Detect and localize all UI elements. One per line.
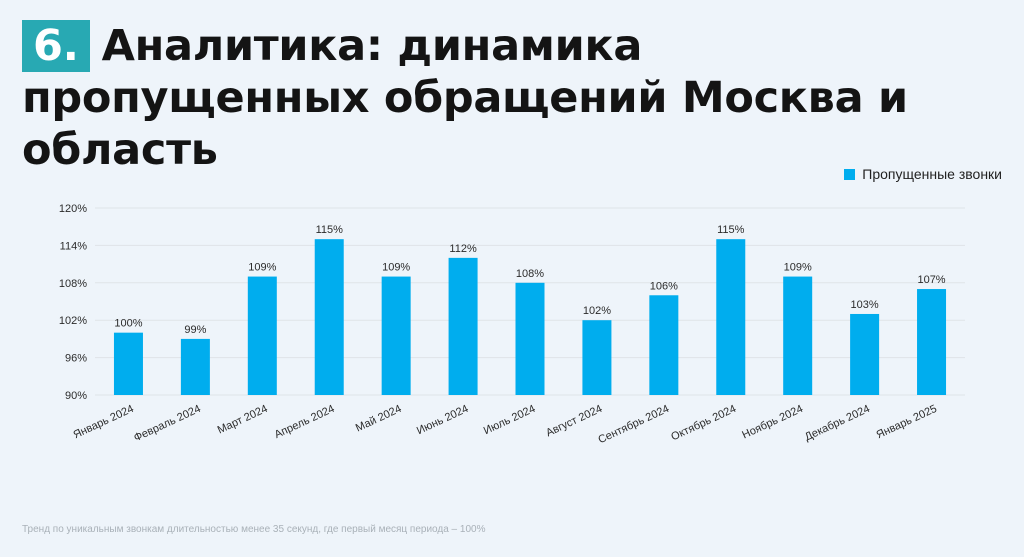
bar: [515, 282, 545, 395]
data-label: 107%: [917, 274, 945, 286]
y-tick-label: 108%: [59, 278, 87, 290]
x-tick-label: Август 2024: [544, 403, 604, 440]
x-tick-label: Июль 2024: [482, 403, 537, 437]
title-text: Аналитика: динамика пропущенных обращени…: [22, 21, 908, 175]
x-tick-label: Ноябрь 2024: [740, 403, 805, 442]
x-tick-label: Декабрь 2024: [803, 403, 872, 444]
bar: [716, 239, 746, 395]
chart-legend: Пропущенные звонки: [844, 166, 1002, 182]
x-tick-label: Апрель 2024: [273, 403, 337, 441]
data-label: 115%: [316, 224, 344, 236]
bar: [850, 313, 880, 395]
x-tick-label: Октябрь 2024: [669, 403, 738, 444]
x-tick-label: Май 2024: [354, 403, 404, 435]
footnote: Тренд по уникальным звонкам длительность…: [22, 524, 486, 535]
data-label: 109%: [382, 262, 410, 274]
bar: [783, 276, 813, 395]
data-label: 106%: [650, 280, 678, 292]
data-label: 109%: [784, 262, 812, 274]
y-tick-label: 96%: [65, 353, 87, 365]
data-label: 99%: [184, 324, 206, 336]
x-tick-label: Июнь 2024: [415, 403, 470, 437]
bar: [448, 257, 478, 395]
bar: [381, 276, 411, 395]
data-label: 108%: [516, 268, 544, 280]
data-label: 100%: [114, 318, 142, 330]
legend-label: Пропущенные звонки: [862, 166, 1002, 182]
title-block: 6. Аналитика: динамика пропущенных обраще…: [22, 20, 1002, 176]
y-tick-label: 114%: [60, 240, 88, 252]
data-label: 109%: [248, 262, 276, 274]
bar: [113, 332, 143, 395]
bar: [649, 295, 679, 395]
bar: [180, 338, 210, 395]
data-label: 103%: [851, 299, 879, 311]
data-label: 102%: [583, 305, 611, 317]
bar: [582, 320, 612, 395]
y-tick-label: 120%: [59, 203, 87, 215]
x-tick-label: Сентябрь 2024: [596, 403, 671, 446]
data-label: 115%: [717, 224, 745, 236]
y-tick-label: 90%: [65, 390, 87, 402]
section-number-badge: 6.: [22, 20, 90, 72]
data-label: 112%: [449, 243, 477, 255]
x-tick-label: Январь 2025: [875, 403, 939, 441]
x-tick-label: Февраль 2024: [132, 403, 203, 444]
x-tick-label: Март 2024: [216, 403, 270, 437]
x-tick-label: Январь 2024: [72, 403, 136, 441]
y-tick-label: 102%: [59, 315, 87, 327]
legend-swatch: [844, 168, 856, 180]
bar: [917, 289, 947, 395]
bar: [314, 239, 344, 395]
page-title: 6. Аналитика: динамика пропущенных обраще…: [22, 20, 1002, 176]
bar: [247, 276, 277, 395]
